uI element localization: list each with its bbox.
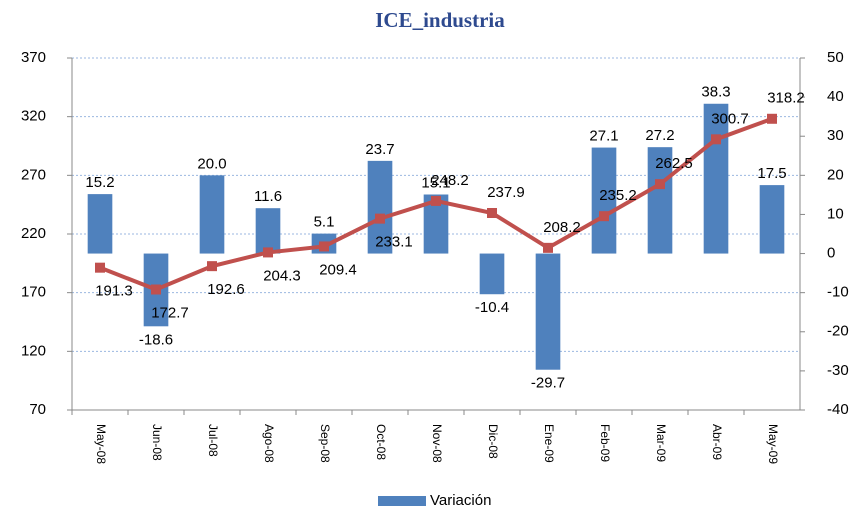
y2-tick-label: 30 xyxy=(827,127,844,144)
y2-tick-label: -40 xyxy=(827,401,849,418)
x-tick-label: May-08 xyxy=(94,424,108,464)
line-marker xyxy=(487,207,497,218)
bar xyxy=(255,208,281,254)
y-tick-label: 70 xyxy=(29,401,46,418)
x-tick-label: Jul-08 xyxy=(206,424,220,457)
y-tick-label: 320 xyxy=(21,108,46,125)
line-marker xyxy=(263,247,273,258)
bar-value-label: 23.7 xyxy=(365,141,394,158)
bar-value-label: 11.6 xyxy=(254,188,282,205)
y-tick-label: 220 xyxy=(21,225,46,242)
x-tick-label: Sep-08 xyxy=(318,424,332,463)
y2-tick-label: 50 xyxy=(827,49,844,66)
chart-title: ICE_industria xyxy=(375,8,505,32)
x-tick-label: Mar-09 xyxy=(654,424,668,462)
y-tick-label: 170 xyxy=(21,284,46,301)
line-value-label: 235.2 xyxy=(599,187,637,204)
line-marker xyxy=(431,195,441,206)
line-marker xyxy=(207,261,217,272)
bar-value-label: 27.2 xyxy=(645,127,674,144)
line-marker xyxy=(95,262,105,273)
y-tick-label: 120 xyxy=(21,342,46,359)
y2-tick-label: 10 xyxy=(827,205,844,222)
line-value-label: 300.7 xyxy=(711,110,749,127)
bar xyxy=(367,160,393,254)
bar-value-label: 15.1 xyxy=(421,174,450,191)
line-value-label: 192.6 xyxy=(207,281,245,298)
bar xyxy=(199,175,225,254)
legend-label: Variación xyxy=(430,492,491,509)
y-tick-label: 270 xyxy=(21,166,46,183)
line-marker xyxy=(711,134,721,145)
bar-value-label: 27.1 xyxy=(589,128,618,145)
line-marker xyxy=(151,284,161,295)
bar xyxy=(535,253,561,370)
bar-value-label: -18.6 xyxy=(139,331,173,348)
y2-tick-label: -10 xyxy=(827,284,849,301)
x-tick-label: Jun-08 xyxy=(150,424,164,461)
x-tick-label: Ago-08 xyxy=(262,424,276,463)
line-marker xyxy=(767,113,777,124)
x-tick-label: May-09 xyxy=(766,424,780,464)
y2-tick-label: 20 xyxy=(827,166,844,183)
line-marker xyxy=(655,179,665,190)
bar xyxy=(703,103,729,254)
bar xyxy=(647,147,673,254)
line-value-label: 318.2 xyxy=(767,90,805,107)
line-marker xyxy=(375,213,385,224)
y2-tick-label: -20 xyxy=(827,323,849,340)
x-tick-label: Nov-08 xyxy=(430,424,444,463)
x-tick-label: Ene-09 xyxy=(542,424,556,463)
line-marker xyxy=(543,242,553,253)
line-marker xyxy=(599,211,609,222)
y2-tick-label: 40 xyxy=(827,88,844,105)
x-tick-label: Oct-08 xyxy=(374,424,388,460)
bar xyxy=(591,147,617,254)
line-value-label: 248.2 xyxy=(431,172,469,189)
y2-tick-label: -30 xyxy=(827,362,849,379)
line-value-label: 237.9 xyxy=(487,184,525,201)
x-tick-label: Feb-09 xyxy=(598,424,612,462)
bar-value-label: 15.2 xyxy=(85,174,114,191)
line-value-label: 204.3 xyxy=(263,267,301,284)
line-value-label: 262.5 xyxy=(655,155,693,172)
y2-tick-label: 0 xyxy=(827,245,835,262)
bar-value-label: 17.5 xyxy=(757,165,786,182)
y-tick-label: 370 xyxy=(21,49,46,66)
bar-value-label: -29.7 xyxy=(531,375,565,392)
x-tick-label: Dic-08 xyxy=(486,424,500,459)
bar-value-label: -10.4 xyxy=(475,299,509,316)
bar-value-label: 20.0 xyxy=(197,155,226,172)
bar xyxy=(87,194,113,254)
line-value-label: 208.2 xyxy=(543,219,581,236)
bar xyxy=(759,185,785,254)
x-tick-label: Abr-09 xyxy=(710,424,724,460)
bar-value-label: 38.3 xyxy=(701,84,730,101)
bar-value-label: 5.1 xyxy=(314,214,335,231)
line-value-label: 172.7 xyxy=(151,304,189,321)
legend-swatch xyxy=(378,496,426,506)
line-value-label: 209.4 xyxy=(319,261,357,278)
line-value-label: 191.3 xyxy=(95,283,133,300)
line-marker xyxy=(319,241,329,252)
bar xyxy=(479,253,505,295)
line-value-label: 233.1 xyxy=(375,234,413,251)
